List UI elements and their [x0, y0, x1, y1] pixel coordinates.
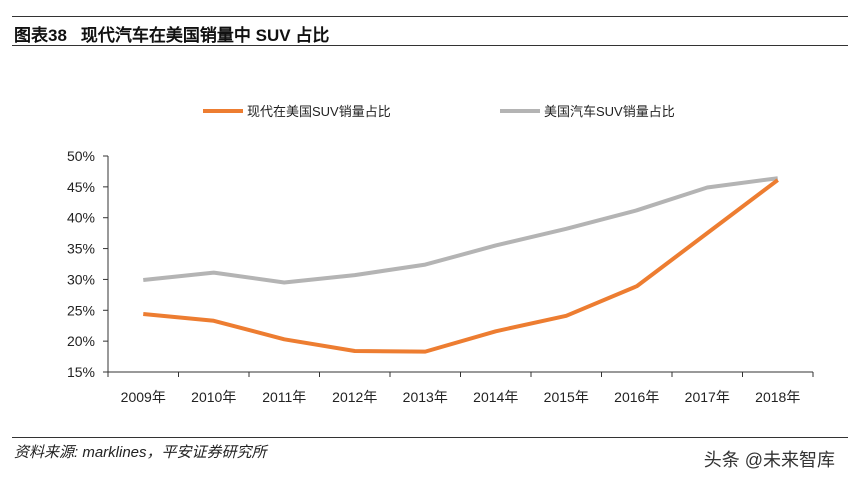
- x-tick-label: 2010年: [191, 389, 236, 405]
- title-text: 现代汽车在美国销量中 SUV 占比: [80, 26, 330, 45]
- top-rule: [12, 16, 848, 17]
- legend-label: 美国汽车SUV销量占比: [544, 104, 675, 119]
- x-tick-label: 2009年: [121, 389, 166, 405]
- x-tick-label: 2011年: [262, 389, 306, 405]
- y-tick-label: 45%: [67, 179, 95, 195]
- y-tick-label: 40%: [67, 210, 95, 226]
- chart-title: 图表38 现代汽车在美国销量中 SUV 占比: [14, 21, 343, 46]
- x-tick-label: 2016年: [614, 389, 659, 405]
- line-chart: 50% 45% 40% 35% 30% 25% 20% 15% 2009年 2010年 2011年 2…: [67, 104, 814, 405]
- y-tick-label: 20%: [67, 333, 95, 349]
- source-note: 资料来源: marklines，平安证券研究所: [14, 444, 267, 461]
- y-tick-label: 15%: [67, 364, 95, 380]
- x-tick-label: 2012年: [332, 389, 377, 405]
- legend-label: 现代在美国SUV销量占比: [247, 104, 391, 119]
- y-tick-label: 50%: [67, 148, 95, 164]
- x-tick-label: 2017年: [685, 389, 730, 405]
- y-tick-label: 35%: [67, 241, 95, 257]
- footer-rule: [12, 437, 848, 438]
- series-line: [143, 176, 779, 285]
- x-tick-label: 2015年: [544, 389, 589, 405]
- x-tick-label: 2013年: [403, 389, 448, 405]
- title-rule: [12, 45, 848, 46]
- watermark: 头条 @未来智库: [703, 450, 835, 470]
- series-line: [143, 178, 779, 354]
- x-tick-label: 2018年: [755, 389, 800, 405]
- x-tick-label: 2014年: [473, 389, 518, 405]
- y-tick-label: 30%: [67, 271, 95, 287]
- figure-number: 图表38: [14, 26, 67, 45]
- y-tick-label: 25%: [67, 302, 95, 318]
